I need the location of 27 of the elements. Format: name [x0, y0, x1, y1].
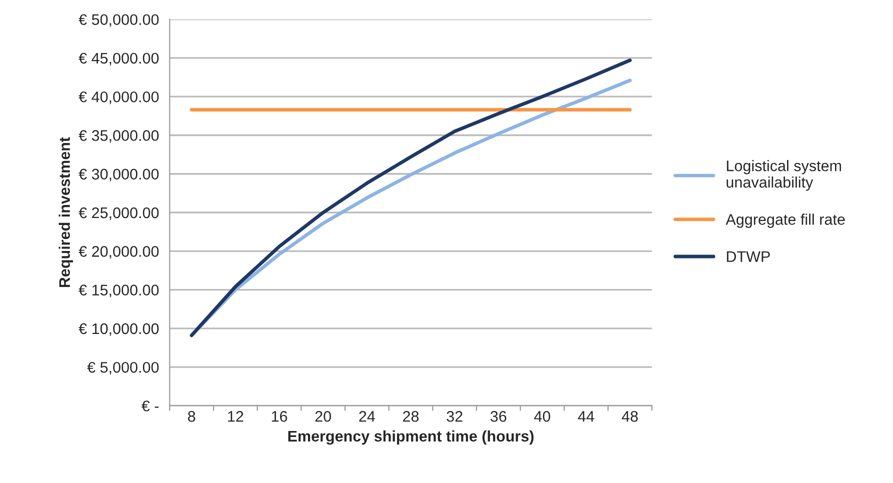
x-axis-title: Emergency shipment time (hours): [288, 430, 534, 445]
legend-label: DTWP: [726, 251, 770, 262]
legend-label: Logistical system unavailability: [726, 160, 842, 191]
x-tick-label: 8: [188, 410, 196, 422]
legend-label: Aggregate fill rate: [726, 214, 845, 228]
y-tick-label: € -: [142, 400, 159, 412]
x-tick-label: 20: [315, 410, 332, 422]
y-axis-title: Required investment: [58, 137, 73, 288]
x-tick-label: 12: [228, 410, 244, 422]
y-tick-label: € 20,000.00: [78, 246, 159, 259]
y-tick-label: € 35,000.00: [78, 130, 159, 143]
x-tick-label: 28: [403, 410, 419, 422]
x-tick-label: 48: [622, 410, 638, 422]
y-tick-label: € 25,000.00: [78, 207, 159, 220]
y-tick-label: € 45,000.00: [78, 52, 159, 66]
y-tick-label: € 40,000.00: [78, 91, 159, 104]
x-tick-label: 32: [446, 410, 462, 422]
y-tick-label: € 15,000.00: [78, 284, 159, 298]
y-tick-label: € 30,000.00: [78, 168, 159, 182]
x-tick-label: 24: [359, 410, 375, 422]
x-tick-label: 36: [490, 410, 506, 422]
y-tick-label: € 5,000.00: [87, 362, 159, 375]
y-tick-label: € 10,000.00: [78, 323, 159, 336]
x-tick-label: 40: [534, 410, 550, 422]
x-tick-label: 44: [578, 411, 594, 422]
y-tick-label: € 50,000.00: [78, 14, 159, 27]
x-tick-label: 16: [272, 410, 288, 422]
